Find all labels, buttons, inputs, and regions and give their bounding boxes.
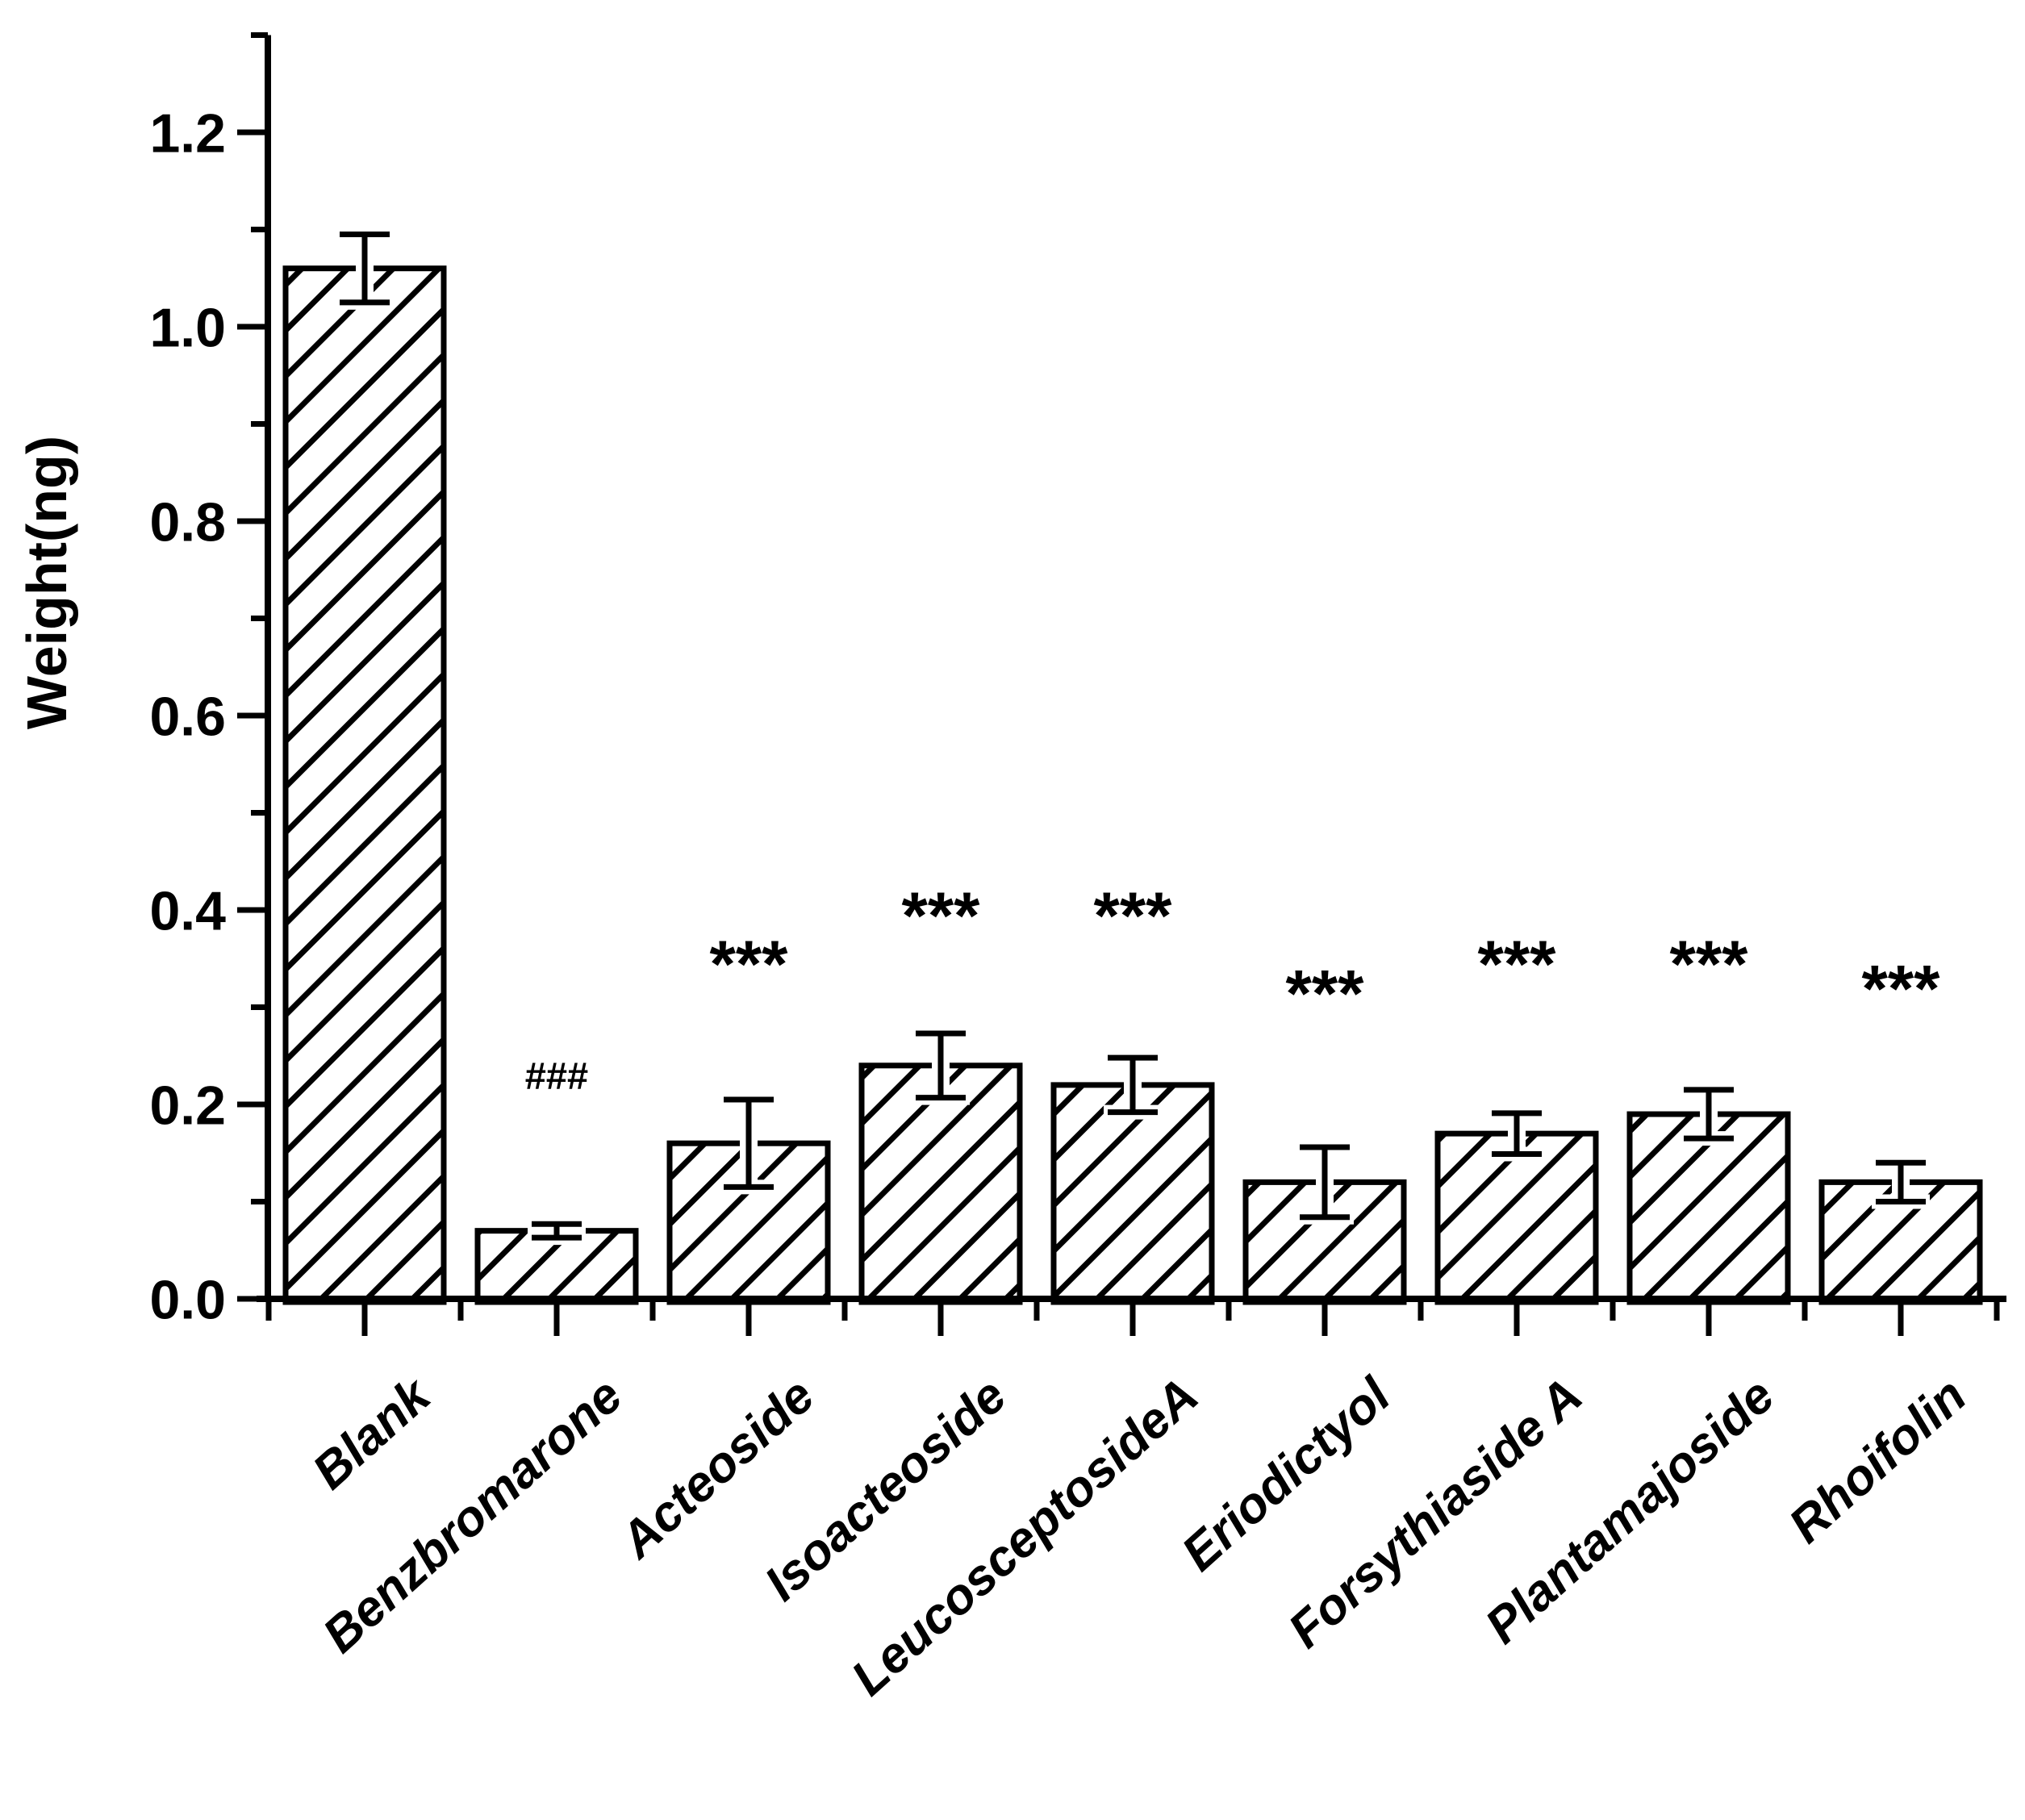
significance-annotations-group: ### *** *** *** *** *** *** ***	[525, 878, 1940, 1096]
error-bar-rhoifolin	[1872, 1155, 1930, 1209]
error-bar-eriodictyol	[1296, 1140, 1354, 1225]
significance-marker-forsythiaside-a: ***	[1478, 927, 1557, 1002]
y-axis-title: Weight(ng)	[15, 436, 78, 729]
significance-marker-acteoside: ***	[710, 927, 789, 1002]
error-bars-group	[336, 227, 1930, 1246]
y-tick-label: 1.0	[149, 297, 226, 358]
significance-marker-isoacteoside: ***	[902, 878, 981, 953]
significance-marker-eriodictyol: ***	[1286, 956, 1365, 1031]
y-tick-label: 1.2	[149, 102, 226, 164]
significance-marker-rhoifolin: ***	[1862, 951, 1941, 1026]
significance-marker-plantamajoside: ***	[1670, 927, 1749, 1002]
error-bar-blank	[336, 227, 394, 310]
significance-marker-leucosceptosidea: ***	[1094, 878, 1173, 953]
error-bar-leucosceptosidea	[1104, 1050, 1162, 1120]
y-tick-label: 0.0	[149, 1269, 226, 1330]
x-category-label-leucosceptosidea: LeucosceptosideA	[841, 1367, 1209, 1706]
error-bar-plantamajoside	[1680, 1082, 1738, 1146]
y-tick-label: 0.4	[149, 880, 226, 941]
bar-leucosceptosidea	[1050, 1082, 1215, 1305]
y-tick-label: 0.6	[149, 686, 226, 747]
bar-blank	[282, 265, 447, 1305]
y-tick-label: 0.8	[149, 491, 226, 553]
bar-forsythiaside-a	[1434, 1130, 1599, 1305]
x-category-label-blank: Blank	[303, 1366, 443, 1501]
error-bar-benzbromarone	[528, 1217, 586, 1246]
axes-group	[237, 32, 2006, 1336]
y-tick-label: 0.2	[149, 1075, 226, 1136]
error-bar-isoacteoside	[912, 1026, 970, 1105]
error-bar-forsythiaside-a	[1488, 1105, 1546, 1162]
bars-group	[282, 265, 1983, 1305]
error-bar-acteoside	[720, 1092, 778, 1195]
significance-marker-benzbromarone: ###	[525, 1054, 588, 1097]
x-category-label-rhoifolin: Rhoifolin	[1779, 1367, 1977, 1554]
